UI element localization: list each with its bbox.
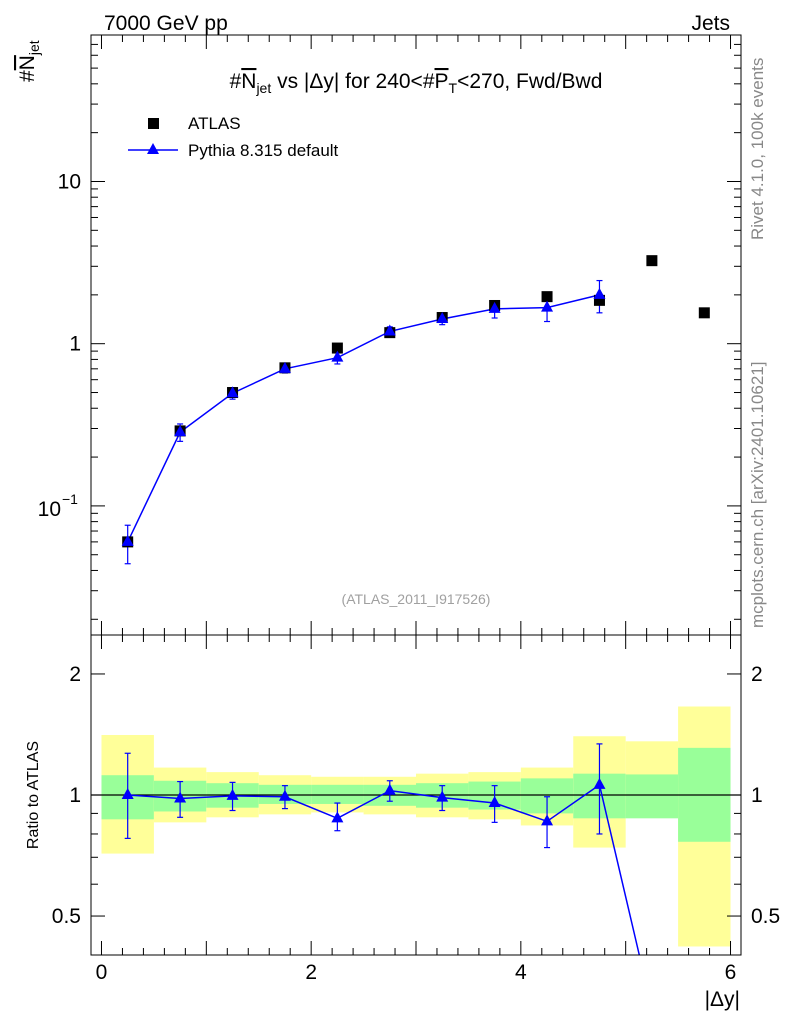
ratio-pythia-point	[331, 811, 344, 823]
top-ylabel: #Njet	[16, 40, 42, 82]
atlas-point	[698, 307, 710, 319]
legend-atlas-label: ATLAS	[188, 114, 241, 133]
ratio-band-inner	[625, 774, 679, 819]
ratio-band-inner	[311, 784, 364, 804]
atlas-point	[541, 291, 553, 303]
header-energy: 7000 GeV pp	[104, 12, 228, 35]
ratio-axis-ticks: 0.5 0.5 1 1 2 2 0 2 4 6	[52, 635, 780, 984]
title-p-sub: T	[449, 80, 458, 96]
legend-mc-label: Pythia 8.315 default	[188, 141, 339, 160]
x-axis-label: |Δy|	[705, 988, 740, 1011]
ratio-tick-label-right: 0.5	[751, 905, 780, 928]
legend: ATLAS Pythia 8.315 default	[128, 114, 339, 160]
pythia-point	[436, 311, 449, 323]
side-text-rivet: Rivet 4.1.0, 100k events	[748, 58, 767, 240]
legend-atlas-marker	[148, 118, 159, 129]
top-ylabel-sub: jet	[26, 40, 42, 56]
title-n: N	[241, 70, 256, 93]
title-p: P	[435, 70, 449, 93]
ratio-pythia-point	[383, 783, 396, 795]
pythia-point	[278, 361, 291, 373]
top-tick-label-0.1-exponent: −1	[62, 491, 78, 507]
top-tick-label-0.1-base: 10	[38, 498, 61, 521]
title-mid: vs |Δy| for 240<#	[271, 70, 435, 93]
ratio-pythia-point	[226, 788, 239, 800]
plot-title: #Njet vs |Δy| for 240<#PT<270, Fwd/Bwd	[230, 70, 603, 96]
ratio-bands	[91, 706, 741, 947]
ratio-pythia-point	[174, 791, 187, 803]
x-tick-label: 6	[725, 961, 737, 984]
analysis-watermark: (ATLAS_2011_I917526)	[342, 591, 491, 607]
pythia-point	[226, 386, 239, 398]
ratio-pythia-point	[541, 814, 554, 826]
atlas-point	[331, 342, 343, 354]
ratio-tick-label-right: 2	[751, 663, 763, 686]
top-tick-label-10: 10	[58, 170, 81, 193]
title-suffix: <270, Fwd/Bwd	[457, 70, 602, 93]
ratio-pythia-point	[488, 796, 501, 808]
x-tick-label: 4	[515, 961, 527, 984]
pythia-point	[488, 301, 501, 313]
top-tick-label-1: 1	[69, 333, 81, 356]
ratio-pythia-point	[593, 777, 606, 789]
pythia-point	[541, 300, 554, 312]
side-text-mcplots: mcplots.cern.ch [arXiv:2401.10621]	[748, 362, 767, 628]
atlas-point	[646, 255, 658, 267]
title-n-sub: jet	[255, 80, 271, 96]
ratio-data-layer	[121, 743, 641, 956]
pythia-point	[593, 287, 606, 299]
pythia-line	[127, 294, 600, 543]
ratio-tick-label-right: 1	[751, 784, 763, 807]
ratio-tick-label-left: 1	[69, 784, 81, 807]
top-ylabel-prefix: #	[16, 70, 39, 82]
x-tick-label: 2	[305, 961, 317, 984]
atlas-point	[593, 294, 605, 306]
ratio-pythia-point	[278, 789, 291, 801]
header-category: Jets	[691, 12, 730, 35]
pythia-point	[383, 324, 396, 336]
pythia-point	[121, 534, 134, 546]
title-prefix: #	[230, 70, 242, 93]
x-tick-label: 0	[96, 961, 108, 984]
ratio-panel-frame	[90, 634, 742, 956]
top-ylabel-n: N	[16, 55, 39, 70]
ratio-tick-label-left: 2	[69, 663, 81, 686]
ratio-pythia-point	[436, 790, 449, 802]
ratio-pythia-point	[121, 788, 134, 799]
top-data-layer	[121, 255, 710, 565]
legend-mc-marker	[147, 143, 159, 154]
ratio-ylabel: Ratio to ATLAS	[25, 741, 42, 849]
ratio-tick-label-left: 0.5	[52, 905, 81, 928]
pythia-point	[174, 425, 187, 437]
pythia-point	[331, 350, 344, 362]
